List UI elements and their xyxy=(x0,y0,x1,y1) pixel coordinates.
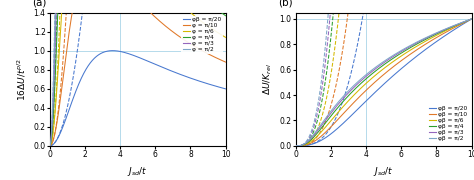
Text: (a): (a) xyxy=(32,0,46,7)
Legend: φβ = π/20, φ = π/10, φ = π/6, φ = π/4, φ = π/3, φ = π/2: φβ = π/20, φ = π/10, φ = π/6, φ = π/4, φ… xyxy=(181,15,223,54)
X-axis label: $J_{sd}/t$: $J_{sd}/t$ xyxy=(128,165,148,177)
X-axis label: $J_{sd}/t$: $J_{sd}/t$ xyxy=(374,165,394,177)
Y-axis label: $16\Delta U/t^{p/2}$: $16\Delta U/t^{p/2}$ xyxy=(16,58,28,101)
Legend: φβ = π/20, φβ = π/10, φβ = π/6, φβ = π/4, φβ = π/3, φβ = π/2: φβ = π/20, φβ = π/10, φβ = π/6, φβ = π/4… xyxy=(427,105,469,143)
Text: (b): (b) xyxy=(278,0,292,7)
Y-axis label: $\Delta U/K_{rel}$: $\Delta U/K_{rel}$ xyxy=(262,63,274,95)
